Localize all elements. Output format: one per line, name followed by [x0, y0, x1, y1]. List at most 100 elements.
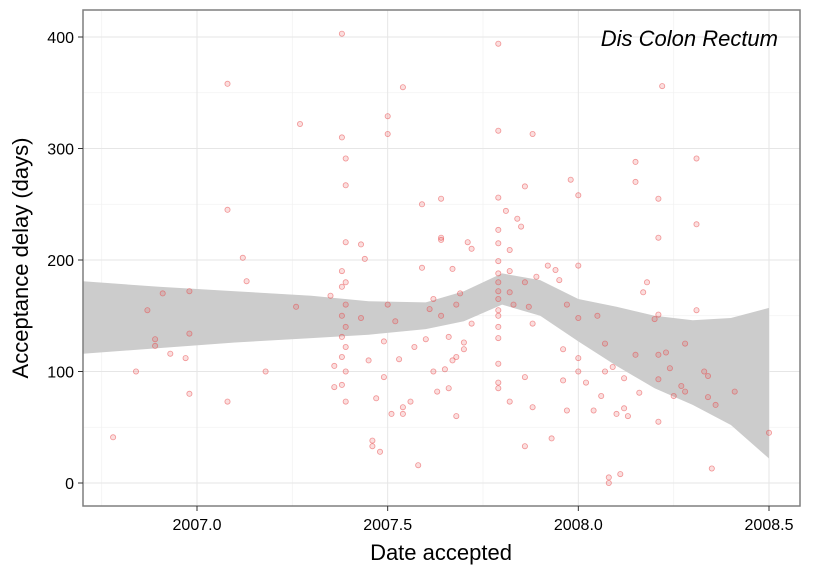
data-point	[693, 221, 700, 228]
data-point	[331, 362, 338, 369]
data-point	[632, 351, 639, 358]
data-point	[342, 301, 349, 308]
data-point	[510, 301, 517, 308]
data-point	[701, 368, 708, 375]
data-point	[441, 366, 448, 373]
data-point	[502, 207, 509, 214]
data-point	[544, 262, 551, 269]
data-point	[605, 474, 612, 481]
data-point	[453, 353, 460, 360]
data-point	[495, 295, 502, 302]
data-point	[575, 262, 582, 269]
data-point	[548, 435, 555, 442]
data-point	[239, 254, 246, 261]
y-tick-label: 100	[47, 365, 74, 382]
data-point	[468, 320, 475, 327]
data-point	[422, 336, 429, 343]
data-point	[693, 307, 700, 314]
data-point	[186, 288, 193, 295]
data-point	[399, 410, 406, 417]
data-point	[495, 279, 502, 286]
data-point	[495, 307, 502, 314]
data-point	[495, 379, 502, 386]
data-point	[632, 178, 639, 185]
data-point	[655, 234, 662, 241]
data-point	[438, 312, 445, 319]
data-point	[678, 382, 685, 389]
data-point	[338, 283, 345, 290]
data-point	[682, 340, 689, 347]
data-point	[525, 303, 532, 310]
panel-title: Dis Colon Rectum	[601, 26, 778, 51]
data-point	[521, 279, 528, 286]
data-point	[659, 83, 666, 90]
data-point	[506, 268, 513, 275]
data-point	[182, 355, 189, 362]
data-point	[495, 360, 502, 367]
data-point	[640, 289, 647, 296]
data-point	[388, 410, 395, 417]
data-point	[449, 357, 456, 364]
points-layer	[110, 30, 773, 486]
data-point	[590, 407, 597, 414]
data-point	[495, 40, 502, 47]
data-point	[338, 353, 345, 360]
data-point	[613, 410, 620, 417]
data-point	[468, 245, 475, 252]
y-tick-label: 300	[47, 142, 74, 159]
data-point	[705, 372, 712, 379]
data-point	[655, 351, 662, 358]
data-point	[495, 335, 502, 342]
data-point	[338, 30, 345, 37]
data-point	[495, 194, 502, 201]
data-point	[392, 318, 399, 325]
y-tick-label: 400	[47, 30, 74, 47]
x-axis-title: Date accepted	[370, 540, 512, 565]
data-point	[369, 443, 376, 450]
data-point	[342, 398, 349, 405]
data-point	[369, 437, 376, 444]
data-point	[521, 443, 528, 450]
data-point	[438, 234, 445, 241]
data-point	[521, 183, 528, 190]
data-point	[495, 127, 502, 134]
data-point	[293, 303, 300, 310]
data-point	[430, 295, 437, 302]
data-point	[655, 376, 662, 383]
data-point	[365, 357, 372, 364]
data-point	[132, 368, 139, 375]
y-axis-title: Acceptance delay (days)	[8, 138, 33, 379]
x-tick-label: 2008.0	[554, 517, 603, 534]
data-point	[529, 404, 536, 411]
data-point	[663, 349, 670, 356]
data-point	[418, 264, 425, 271]
y-tick-label: 200	[47, 253, 74, 270]
data-point	[342, 239, 349, 246]
data-point	[575, 314, 582, 321]
data-point	[159, 290, 166, 297]
data-point	[327, 292, 334, 299]
data-point	[338, 134, 345, 141]
data-point	[342, 182, 349, 189]
data-point	[583, 379, 590, 386]
data-point	[449, 265, 456, 272]
data-point	[624, 413, 631, 420]
data-point	[373, 395, 380, 402]
data-point	[186, 330, 193, 337]
y-tick-label: 0	[65, 476, 74, 493]
data-point	[529, 320, 536, 327]
data-point	[563, 301, 570, 308]
data-point	[556, 277, 563, 284]
confidence-band	[83, 273, 769, 459]
data-point	[495, 270, 502, 277]
data-point	[495, 385, 502, 392]
data-point	[396, 356, 403, 363]
data-point	[460, 339, 467, 346]
data-point	[144, 307, 151, 314]
data-point	[152, 336, 159, 343]
panel-border	[82, 9, 801, 507]
data-point	[430, 368, 437, 375]
data-point	[426, 306, 433, 313]
